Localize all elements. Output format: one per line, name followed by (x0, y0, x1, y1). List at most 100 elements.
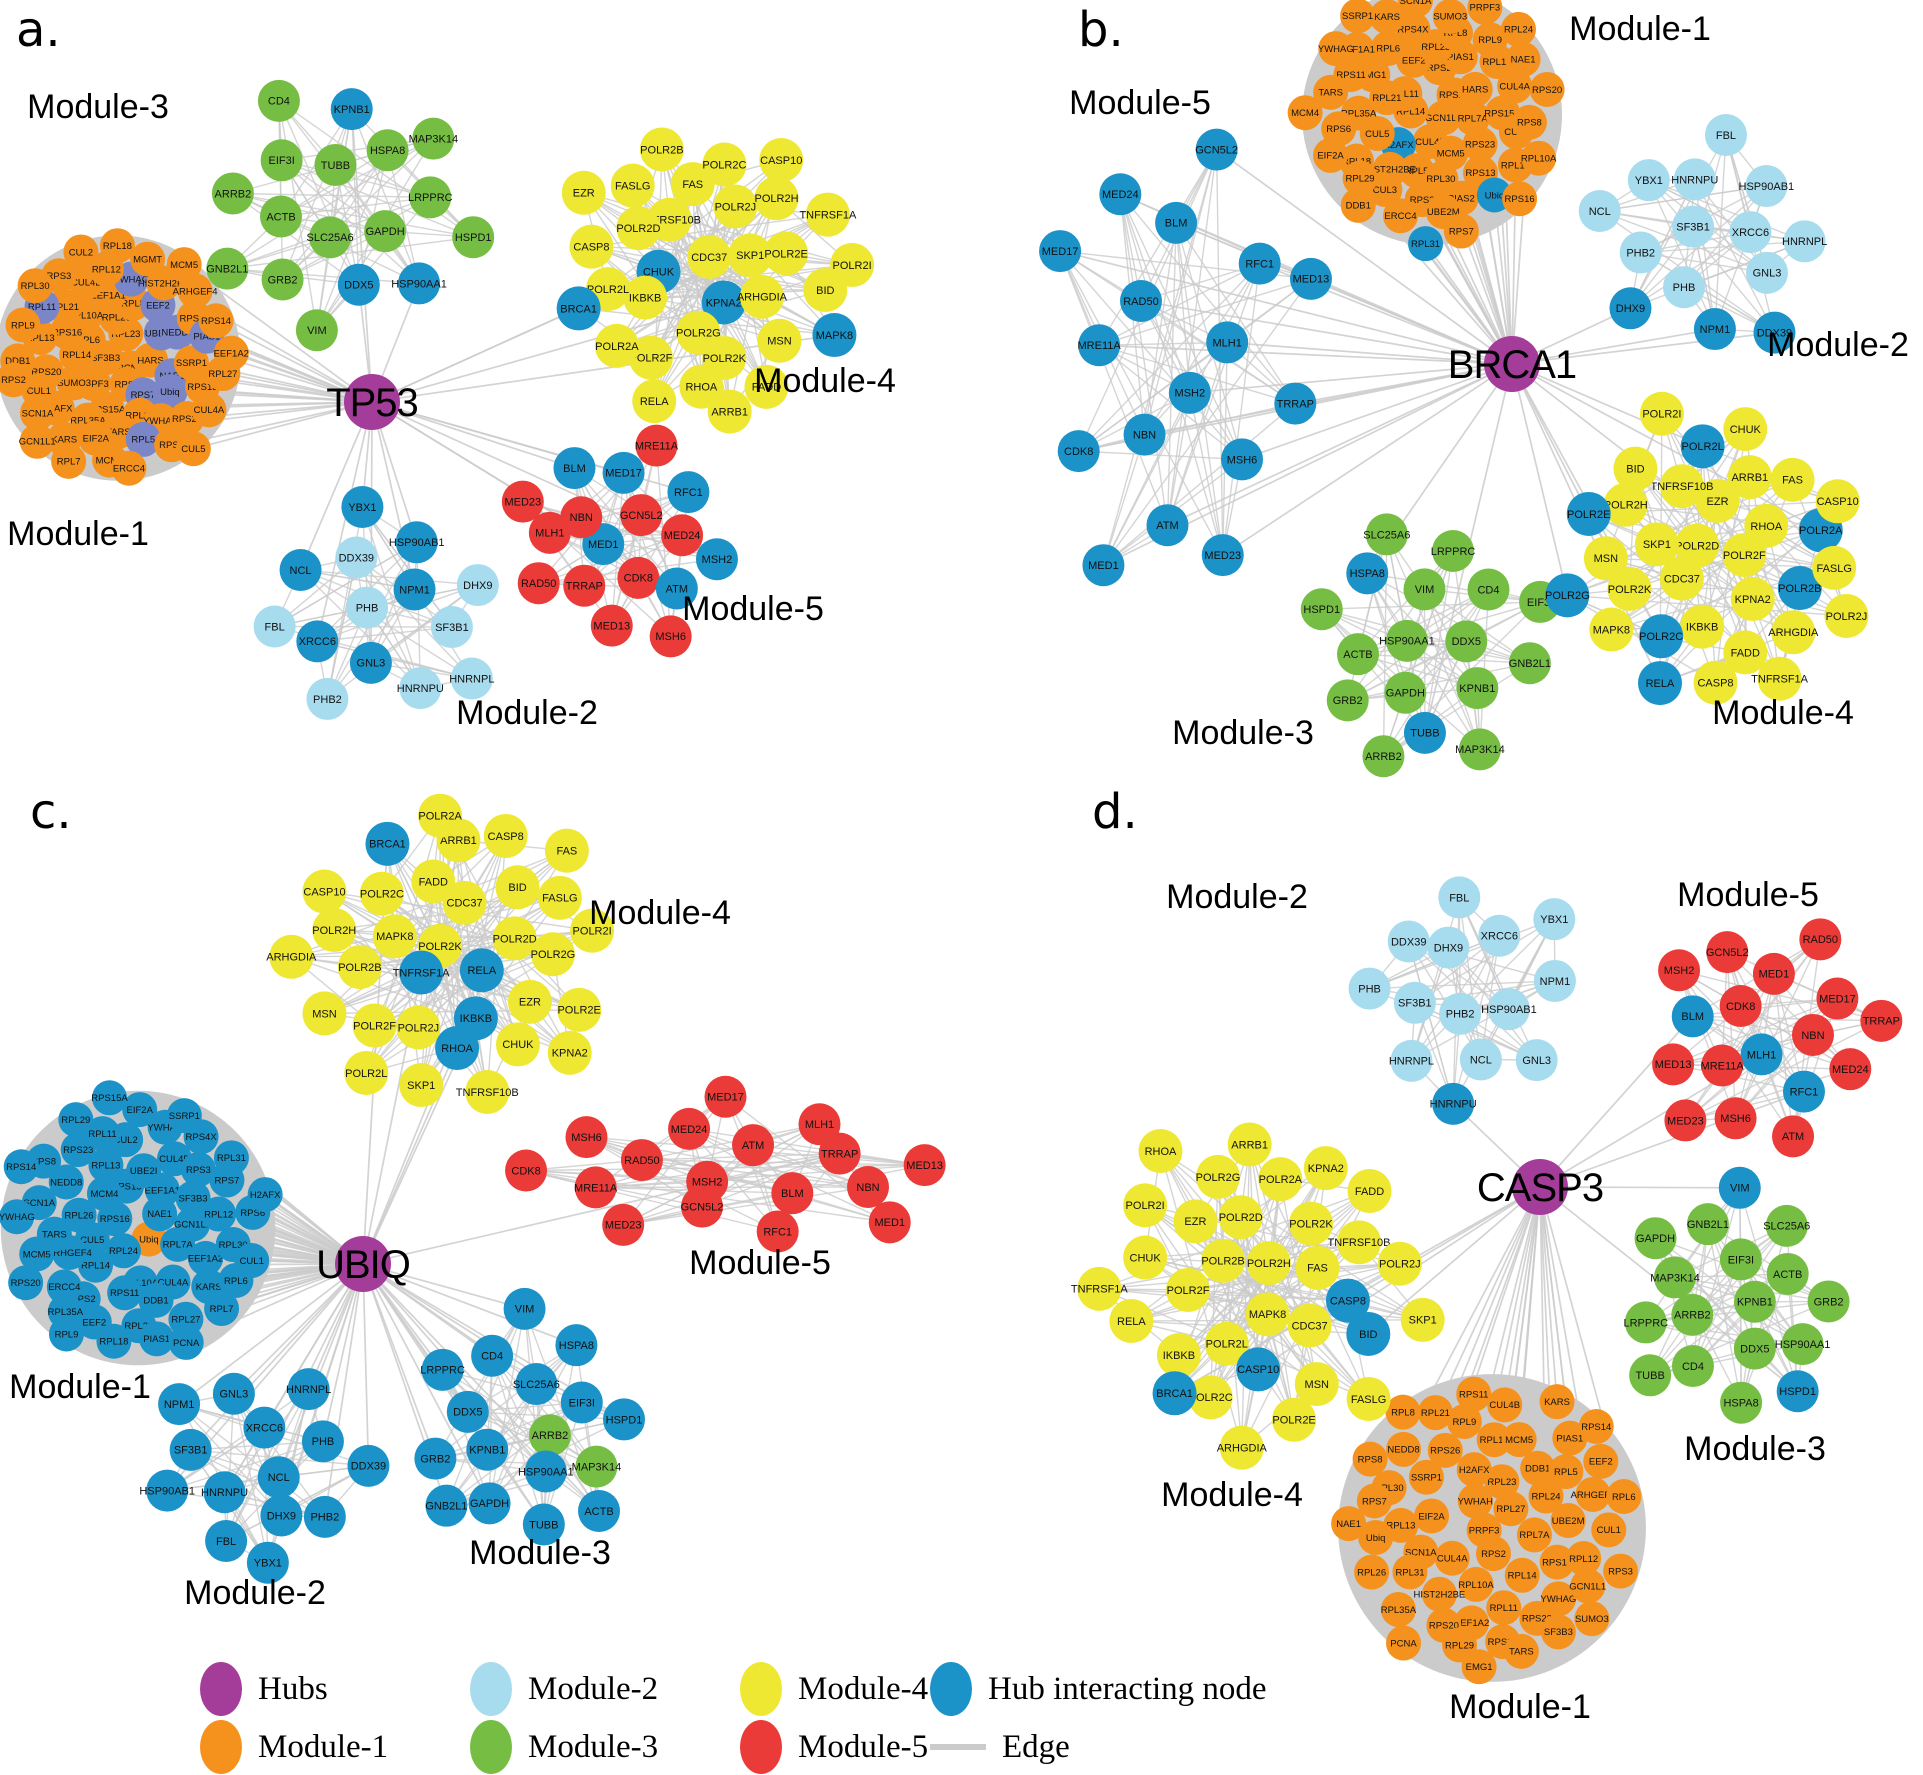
node-MED13[interactable] (1652, 1043, 1695, 1086)
node-DDB1[interactable] (138, 1282, 174, 1318)
node-POLR2J[interactable] (1824, 593, 1869, 638)
node-ARRB2[interactable] (528, 1414, 571, 1457)
node-RPL29[interactable] (1342, 160, 1378, 196)
node-RPS8[interactable] (1352, 1441, 1388, 1477)
node-SF3B1[interactable] (430, 606, 473, 649)
node-MSH6[interactable] (1221, 438, 1264, 481)
node-POLR2B[interactable] (639, 127, 684, 172)
node-XRCC6[interactable] (1729, 211, 1772, 254)
node-GNB2L1[interactable] (1686, 1203, 1729, 1246)
node-MAPK8[interactable] (1589, 607, 1634, 652)
node-HSP90AA1[interactable] (398, 262, 441, 305)
node-HNRNPL[interactable] (1390, 1039, 1433, 1082)
node-RPS6[interactable] (1321, 111, 1357, 147)
node-CD4[interactable] (471, 1334, 514, 1377)
node-PCNA[interactable] (168, 1324, 204, 1360)
node-RFC1[interactable] (1782, 1070, 1825, 1113)
node-PIAS1[interactable] (1552, 1420, 1588, 1456)
node-Ubiq[interactable] (1358, 1519, 1394, 1555)
node-RPL12[interactable] (1566, 1540, 1602, 1576)
node-HSPD1[interactable] (1776, 1370, 1819, 1413)
node-HSP90AA1[interactable] (1385, 619, 1428, 662)
node-CDC37[interactable] (687, 234, 732, 279)
node-FADD[interactable] (411, 859, 456, 904)
node-RPS15A[interactable] (91, 1080, 127, 1116)
node-HSP90AA1[interactable] (1781, 1323, 1824, 1366)
node-BRCA1[interactable] (365, 821, 410, 866)
node-RPL30[interactable] (17, 268, 53, 304)
node-POLR2H[interactable] (312, 908, 357, 953)
node-SF3B3[interactable] (1540, 1614, 1576, 1650)
node-CASP8[interactable] (1325, 1278, 1370, 1323)
node-EZR[interactable] (1695, 479, 1740, 524)
node-POLR2D[interactable] (1218, 1195, 1263, 1240)
node-HSP90AA1[interactable] (524, 1450, 567, 1493)
node-HNRNPU[interactable] (399, 667, 442, 710)
node-MSN[interactable] (1294, 1362, 1339, 1407)
node-GCN1L1[interactable] (19, 423, 55, 459)
node-RPS16[interactable] (49, 314, 85, 350)
node-CD4[interactable] (1467, 568, 1510, 611)
node-MSN[interactable] (302, 991, 347, 1036)
node-FBL[interactable] (253, 605, 296, 648)
node-POLR2E[interactable] (1566, 491, 1611, 536)
node-TARS[interactable] (1503, 1633, 1539, 1669)
node-FADD[interactable] (1347, 1169, 1392, 1214)
node-RPL31[interactable] (1408, 226, 1444, 262)
node-TNFRSF10B[interactable] (465, 1069, 510, 1114)
node-HSPA8[interactable] (555, 1324, 598, 1367)
node-RPS14[interactable] (198, 303, 234, 339)
node-POLR2I[interactable] (570, 908, 615, 953)
node-GNL3[interactable] (1515, 1039, 1558, 1082)
node-RHOA[interactable] (1138, 1129, 1183, 1174)
node-BLM[interactable] (771, 1172, 814, 1215)
node-MCM5[interactable] (19, 1236, 55, 1272)
node-CASP10[interactable] (1236, 1347, 1281, 1392)
node-NCL[interactable] (279, 548, 322, 591)
node-ACTB[interactable] (578, 1489, 621, 1532)
node-POLR2L[interactable] (344, 1050, 389, 1095)
node-MSH6[interactable] (1714, 1097, 1757, 1140)
node-RPL7A[interactable] (1455, 100, 1491, 136)
node-SKP1[interactable] (728, 233, 773, 278)
node-GRB2[interactable] (414, 1437, 457, 1480)
node-NEDD8[interactable] (48, 1164, 84, 1200)
node-MCM5[interactable] (166, 247, 202, 283)
node-CHUK[interactable] (1123, 1235, 1168, 1280)
node-DDX39[interactable] (1753, 311, 1796, 354)
node-RPL9[interactable] (1472, 22, 1508, 58)
node-PIAS1[interactable] (139, 1321, 175, 1357)
node-RPL13[interactable] (88, 1147, 124, 1183)
node-DHX9[interactable] (260, 1494, 303, 1537)
node-GRB2[interactable] (1807, 1280, 1850, 1323)
node-DHX9[interactable] (1609, 287, 1652, 330)
node-RELA[interactable] (459, 948, 504, 993)
node-SKP1[interactable] (1400, 1297, 1445, 1342)
node-MCM4[interactable] (86, 1176, 122, 1212)
node-SF3B3[interactable] (175, 1180, 211, 1216)
node-YWHAG[interactable] (0, 1199, 35, 1235)
node-RPS20[interactable] (1529, 71, 1565, 107)
node-RAD50[interactable] (620, 1139, 663, 1182)
node-SUMO3[interactable] (56, 365, 92, 401)
node-EMG1[interactable] (1461, 1649, 1497, 1685)
node-EIF2A[interactable] (1313, 137, 1349, 173)
node-CUL4A[interactable] (191, 392, 227, 428)
node-POLR2G[interactable] (1545, 573, 1590, 618)
node-VIM[interactable] (1718, 1166, 1761, 1209)
node-DDX5[interactable] (446, 1390, 489, 1433)
node-SSRP1[interactable] (1408, 1459, 1444, 1495)
node-SCN1A[interactable] (1397, 0, 1433, 18)
node-ARRB1[interactable] (1227, 1122, 1272, 1167)
node-BRCA1[interactable] (1152, 1371, 1197, 1416)
node-MAP3K14[interactable] (1458, 728, 1501, 771)
node-POLR2D[interactable] (492, 916, 537, 961)
node-RPL9[interactable] (48, 1316, 84, 1352)
node-KPNA2[interactable] (1303, 1146, 1348, 1191)
node-NPM1[interactable] (158, 1383, 201, 1426)
node-NPM1[interactable] (1533, 959, 1576, 1002)
node-RPS4X[interactable] (1395, 11, 1431, 47)
node-GCN5L2[interactable] (1706, 931, 1749, 974)
node-POLR2E[interactable] (764, 231, 809, 276)
node-GNL3[interactable] (212, 1372, 255, 1415)
